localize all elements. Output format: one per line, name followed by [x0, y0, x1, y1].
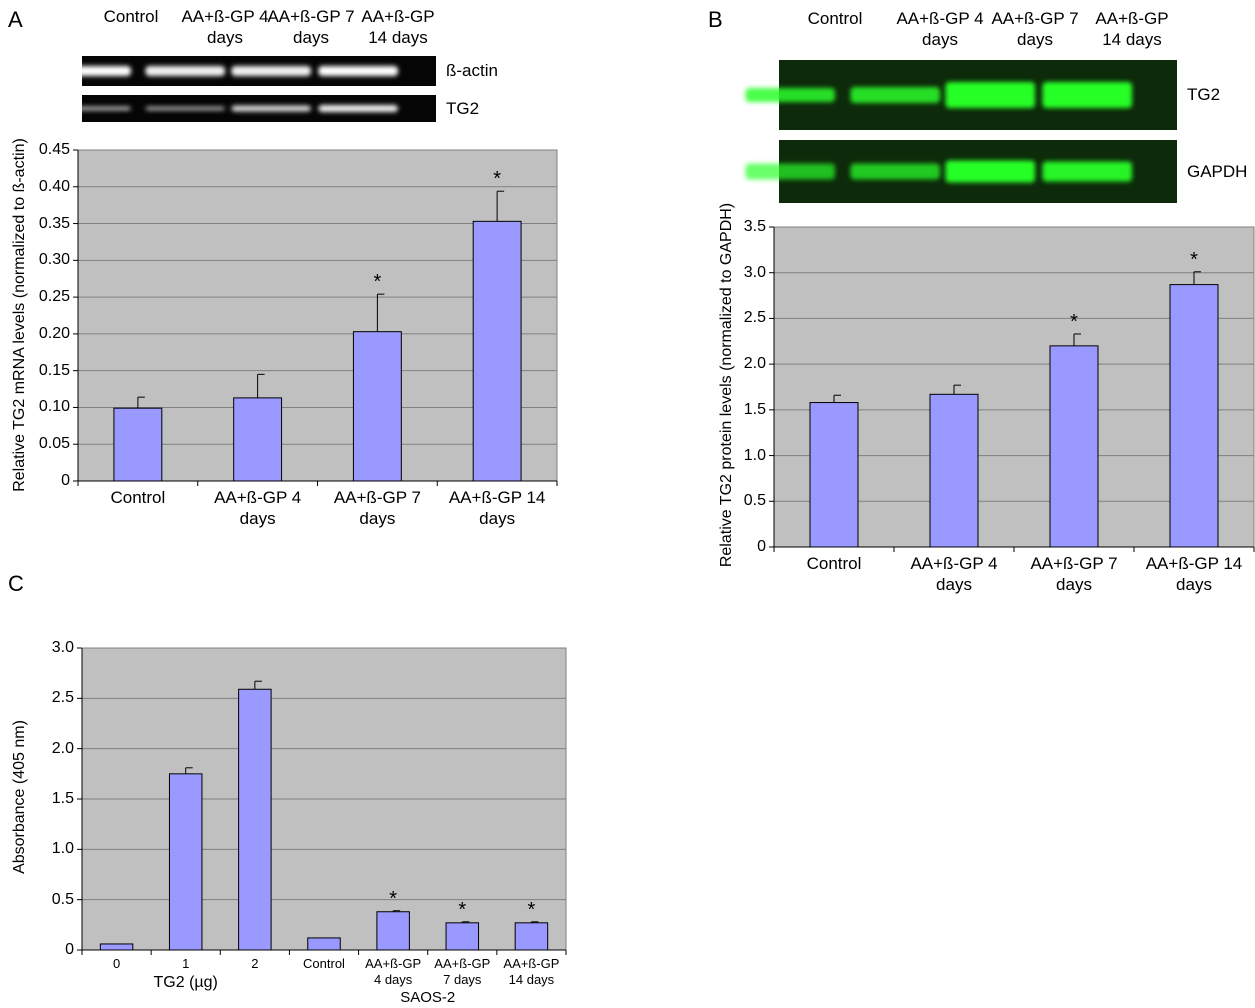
- bar: [377, 912, 409, 950]
- significance-marker: *: [487, 167, 507, 192]
- y-tick-label: 0: [26, 471, 70, 491]
- blot-lane-label: AA+ß-GP 14 days: [352, 6, 444, 49]
- y-tick-label: 0.15: [26, 361, 70, 381]
- y-tick-label: 2.5: [30, 688, 74, 708]
- blot-band-label: TG2: [1187, 84, 1255, 105]
- blot-band: [745, 88, 835, 102]
- significance-marker: *: [1064, 310, 1084, 335]
- y-tick-label: 0.35: [26, 214, 70, 234]
- y-tick-label: 0.20: [26, 324, 70, 344]
- bar: [930, 394, 978, 547]
- bar: [234, 398, 282, 481]
- bar: [100, 944, 132, 950]
- blot-band: [145, 107, 225, 111]
- panel-letter: B: [708, 6, 738, 34]
- panel-2: [77, 648, 566, 955]
- bar: [114, 408, 162, 481]
- y-tick-label: 0: [30, 940, 74, 960]
- x-tick-label: Control: [779, 553, 889, 574]
- blot-lane-label: AA+ß-GP 7 days: [265, 6, 357, 49]
- x-tick-label: AA+ß-GP 7 days: [322, 487, 432, 530]
- blot-band-label: ß-actin: [446, 60, 526, 81]
- blot-lane-label: Control: [787, 8, 883, 29]
- significance-marker: *: [452, 898, 472, 923]
- x-tick-label: AA+ß-GP 14 days: [442, 487, 552, 530]
- blot-band: [1042, 162, 1132, 182]
- bar: [353, 332, 401, 481]
- blot-band: [850, 164, 940, 180]
- y-axis-label: Relative TG2 protein levels (normalized …: [718, 203, 736, 567]
- y-tick-label: 2.0: [30, 739, 74, 759]
- blot-lane-label: AA+ß-GP 14 days: [1084, 8, 1180, 51]
- x-tick-label: AA+ß-GP 7 days: [429, 956, 495, 989]
- bar: [446, 923, 478, 950]
- bar: [239, 689, 271, 950]
- y-tick-label: 0.30: [26, 250, 70, 270]
- x-tick-label: AA+ß-GP 4 days: [360, 956, 426, 989]
- significance-marker: *: [367, 270, 387, 295]
- bar: [1170, 285, 1218, 547]
- y-axis-label: Relative TG2 mRNA levels (normalized to …: [11, 138, 29, 492]
- y-tick-label: 0.05: [26, 434, 70, 454]
- panel-letter: C: [8, 570, 38, 598]
- x-tick-label: AA+ß-GP 7 days: [1019, 553, 1129, 596]
- bar: [169, 774, 201, 950]
- blot-band: [745, 164, 835, 180]
- x-tick-label: Control: [83, 487, 193, 508]
- x-tick-label: AA+ß-GP 4 days: [203, 487, 313, 530]
- bar: [810, 403, 858, 547]
- page: {"chart_data": [ {"type": "bar", "panel"…: [0, 0, 1255, 1006]
- y-tick-label: 0.45: [26, 140, 70, 160]
- blot-band: [945, 82, 1035, 108]
- x-tick-label: 1: [153, 956, 219, 972]
- x-tick-label: 0: [84, 956, 150, 972]
- y-tick-label: 1.0: [30, 839, 74, 859]
- x-tick-label: AA+ß-GP 14 days: [498, 956, 564, 989]
- blot-band: [318, 66, 398, 76]
- y-tick-label: 0.5: [30, 890, 74, 910]
- y-tick-label: 0.25: [26, 287, 70, 307]
- x-tick-label: AA+ß-GP 14 days: [1139, 553, 1249, 596]
- y-tick-label: 1.5: [30, 789, 74, 809]
- bar: [1050, 346, 1098, 547]
- significance-marker: *: [1184, 248, 1204, 273]
- significance-marker: *: [521, 898, 541, 923]
- x-group-label: TG2 (µg): [126, 973, 246, 993]
- blot-band-label: GAPDH: [1187, 161, 1255, 182]
- blot-lane-label: AA+ß-GP 7 days: [987, 8, 1083, 51]
- blot-band: [145, 66, 225, 76]
- blot-band: [318, 105, 398, 112]
- panel-0: [51, 56, 557, 486]
- blot-band: [850, 87, 940, 103]
- blot-band: [231, 66, 311, 76]
- bar: [308, 938, 340, 950]
- blot-band: [231, 106, 311, 112]
- blot-band: [51, 107, 131, 111]
- x-tick-label: AA+ß-GP 4 days: [899, 553, 1009, 596]
- y-tick-label: 0.10: [26, 397, 70, 417]
- bar: [473, 221, 521, 481]
- blot-lane-label: AA+ß-GP 4 days: [179, 6, 271, 49]
- significance-marker: *: [383, 887, 403, 912]
- panel-1: [745, 60, 1254, 552]
- y-tick-label: 0.40: [26, 177, 70, 197]
- blot-band: [1042, 82, 1132, 108]
- blot-lane-label: AA+ß-GP 4 days: [892, 8, 988, 51]
- x-group-label: SAOS-2: [368, 989, 488, 1008]
- panel-letter: A: [8, 6, 38, 34]
- blot-lane-label: Control: [85, 6, 177, 27]
- x-tick-label: Control: [291, 956, 357, 972]
- blot-band: [51, 66, 131, 76]
- x-tick-label: 2: [222, 956, 288, 972]
- y-tick-label: 3.0: [30, 638, 74, 658]
- bar: [515, 923, 547, 950]
- y-axis-label: Absorbance (405 nm): [11, 720, 29, 874]
- blot-band-label: TG2: [446, 98, 526, 119]
- blot-band: [945, 161, 1035, 183]
